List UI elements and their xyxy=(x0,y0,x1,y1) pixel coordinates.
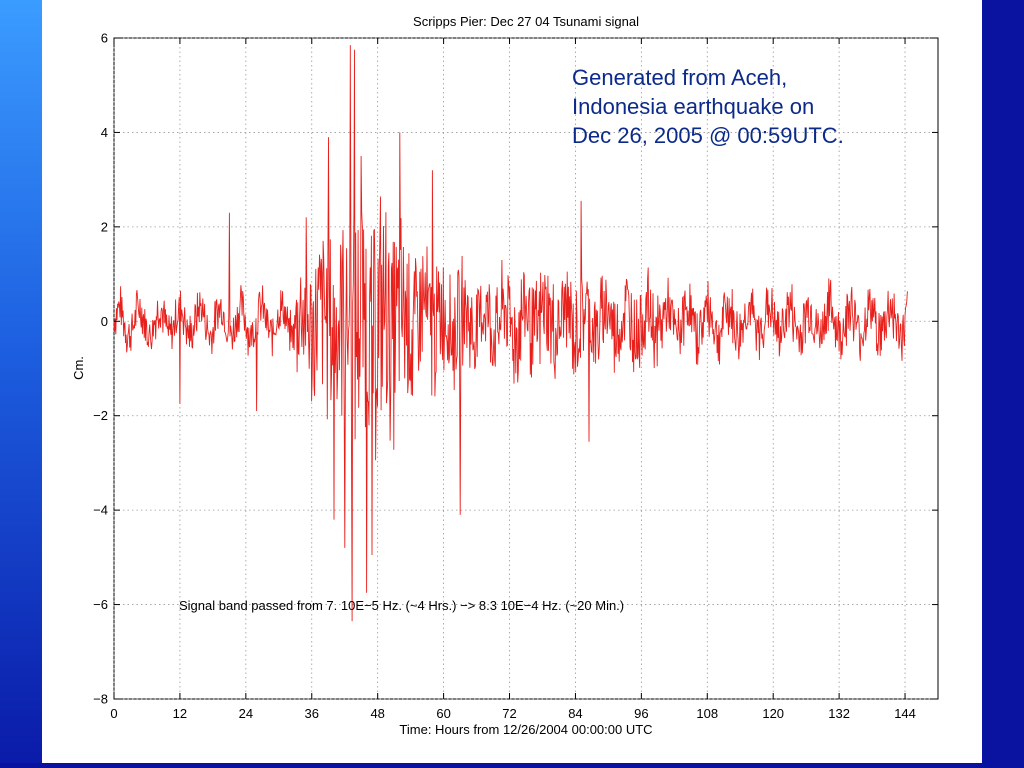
x-tick-label: 120 xyxy=(762,706,784,721)
chart-title: Scripps Pier: Dec 27 04 Tsunami signal xyxy=(413,14,639,29)
earthquake-note-line: Generated from Aceh, xyxy=(572,65,788,90)
x-tick-label: 96 xyxy=(634,706,648,721)
earthquake-note-line: Dec 26, 2005 @ 00:59UTC. xyxy=(572,123,844,148)
y-tick-label: 6 xyxy=(101,31,108,46)
x-tick-label: 84 xyxy=(568,706,582,721)
y-tick-label: 2 xyxy=(101,219,108,234)
y-tick-label: −4 xyxy=(93,503,108,518)
y-tick-label: 0 xyxy=(101,314,108,329)
x-tick-label: 0 xyxy=(110,706,117,721)
slide-left-band xyxy=(0,0,42,768)
x-tick-label: 48 xyxy=(370,706,384,721)
x-tick-label: 108 xyxy=(696,706,718,721)
x-axis-label: Time: Hours from 12/26/2004 00:00:00 UTC xyxy=(399,722,652,737)
signal-band-annotation: Signal band passed from 7. 10E−5 Hz. (~4… xyxy=(179,598,624,613)
y-tick-label: −2 xyxy=(93,408,108,423)
x-tick-label: 60 xyxy=(436,706,450,721)
plot-area xyxy=(113,37,939,700)
x-tick-label: 72 xyxy=(502,706,516,721)
y-axis-label: Cm. xyxy=(71,356,86,380)
signal-line-group xyxy=(113,45,908,622)
x-tick-label: 36 xyxy=(305,706,319,721)
earthquake-note: Generated from Aceh, Indonesia earthquak… xyxy=(572,63,972,150)
y-tick-label: −8 xyxy=(93,692,108,707)
axis-ticks: 0 12 24 36 48 60 72 84 96 108 120 132 144−8−6−4−2024… xyxy=(93,31,938,721)
slide-right-band xyxy=(982,0,1024,768)
x-tick-label: 24 xyxy=(239,706,253,721)
x-tick-label: 12 xyxy=(173,706,187,721)
y-tick-label: 4 xyxy=(101,125,108,140)
y-tick-label: −6 xyxy=(93,597,108,612)
tsunami-signal-line xyxy=(113,45,908,622)
x-tick-label: 144 xyxy=(894,706,916,721)
x-tick-label: 132 xyxy=(828,706,850,721)
earthquake-note-line: Indonesia earthquake on xyxy=(572,94,815,119)
slide-bottom-band xyxy=(0,763,1024,768)
